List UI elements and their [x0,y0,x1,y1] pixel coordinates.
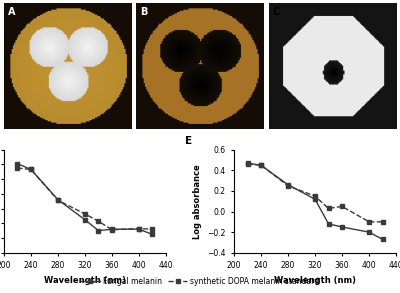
Text: C: C [272,7,280,17]
Y-axis label: Log absorbance: Log absorbance [193,164,202,239]
Legend: Fungal melanin, synthetic DOPA melanin standard: Fungal melanin, synthetic DOPA melanin s… [81,277,319,286]
Text: B: B [140,7,148,17]
Text: E: E [186,136,192,146]
X-axis label: Wavelength (nm): Wavelength (nm) [274,276,356,285]
X-axis label: Wavelength (nm): Wavelength (nm) [44,276,126,285]
Text: A: A [8,7,15,17]
